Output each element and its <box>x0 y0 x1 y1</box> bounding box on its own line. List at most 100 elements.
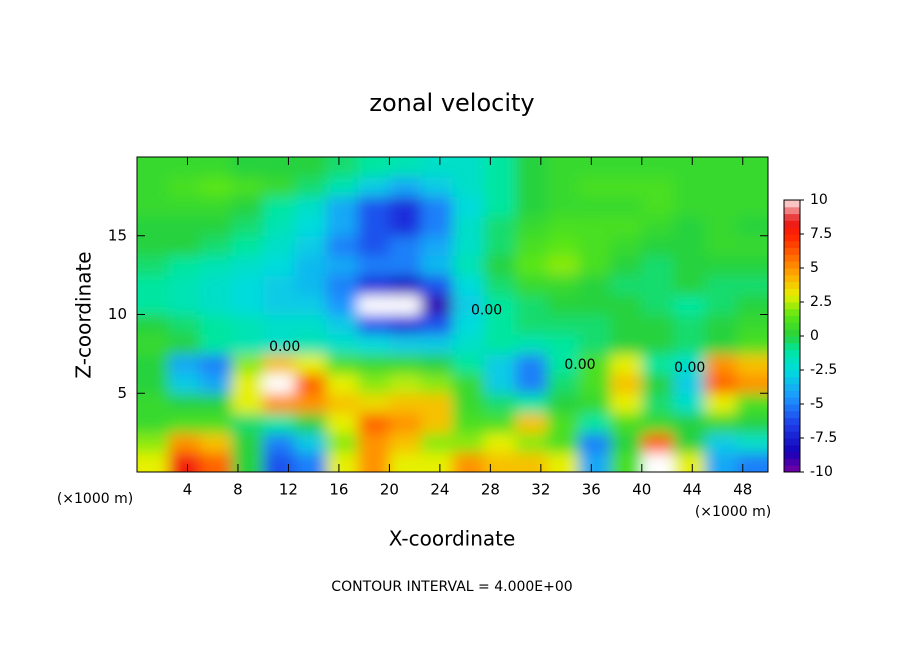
x-tick-label: 28 <box>481 481 500 499</box>
field-cell <box>420 216 453 237</box>
field-cell <box>326 294 359 315</box>
field-cell <box>484 393 517 414</box>
field-cell <box>263 432 296 453</box>
field-cell <box>420 432 453 453</box>
field-cell <box>610 314 643 335</box>
field-cell <box>641 176 674 197</box>
field-cell <box>641 255 674 276</box>
field-cell <box>704 373 737 394</box>
field-cell <box>389 294 422 315</box>
x-unit-label: (×1000 m) <box>57 491 133 507</box>
field-cell <box>578 294 611 315</box>
field-cell <box>578 196 611 217</box>
field-cell <box>547 275 580 296</box>
field-cell <box>704 235 737 256</box>
colorbar-swatch <box>784 329 800 337</box>
field-cell <box>736 176 768 197</box>
field-cell <box>357 373 390 394</box>
field-cell <box>736 235 768 256</box>
colorbar-swatch <box>784 404 800 412</box>
colorbar-swatch <box>784 254 800 262</box>
field-cell <box>704 452 737 472</box>
field-cell <box>231 373 264 394</box>
field-cell <box>673 294 706 315</box>
colorbar-swatch <box>784 444 800 453</box>
field-cell <box>704 176 737 197</box>
field-cell <box>704 334 737 355</box>
field-cell <box>231 275 264 296</box>
field-cell <box>484 176 517 197</box>
field-cell <box>137 235 170 256</box>
field-cell <box>357 412 390 434</box>
colorbar-tick-label: -10 <box>810 464 833 480</box>
field-cell <box>168 275 201 296</box>
field-cell <box>263 216 296 237</box>
field-cell <box>389 334 422 355</box>
field-cell <box>673 412 706 434</box>
colorbar-tick-label: 10 <box>810 192 828 208</box>
colorbar-swatch <box>784 268 800 276</box>
field-cell <box>357 294 390 315</box>
field-cell <box>515 432 548 453</box>
field-cell <box>200 373 233 394</box>
field-cell <box>484 275 517 296</box>
field-cell <box>673 452 706 472</box>
field-cell <box>484 314 517 335</box>
field-cell <box>452 275 485 296</box>
field-cell <box>736 353 768 375</box>
colorbar-swatch <box>784 308 800 317</box>
field-cell <box>389 157 422 178</box>
field-cell <box>641 334 674 355</box>
field-cell <box>200 176 233 197</box>
field-cell <box>231 176 264 197</box>
field-cell <box>263 196 296 217</box>
field-cell <box>484 373 517 394</box>
field-cell <box>326 373 359 394</box>
x-unit-label: (×1000 m) <box>695 504 771 520</box>
colorbar-swatch <box>784 281 800 289</box>
field-cell <box>137 432 170 453</box>
field-cell <box>547 255 580 276</box>
field-cell <box>263 176 296 197</box>
field-cell <box>137 314 170 335</box>
field-cell <box>231 353 264 375</box>
field-cell <box>200 452 233 472</box>
field-cell <box>484 452 517 472</box>
field-cell <box>389 176 422 197</box>
field-cell <box>736 157 768 178</box>
field-cell <box>484 294 517 315</box>
field-cell <box>168 452 201 472</box>
footer-note: CONTOUR INTERVAL = 4.000E+00 <box>331 579 572 595</box>
field-cell <box>452 334 485 355</box>
field-cell <box>736 294 768 315</box>
field-cell <box>357 196 390 217</box>
field-cell <box>484 216 517 237</box>
field-cell <box>547 373 580 394</box>
field-cell <box>420 275 453 296</box>
colorbar-tick-label: -2.5 <box>810 362 837 378</box>
field-cell <box>200 393 233 414</box>
field-cell <box>515 353 548 375</box>
field-cell <box>610 412 643 434</box>
x-tick-label: 8 <box>233 481 243 499</box>
field-cell <box>137 452 170 472</box>
field-cell <box>200 275 233 296</box>
field-cell <box>263 353 296 375</box>
field-cell <box>389 373 422 394</box>
field-cell <box>357 334 390 355</box>
x-tick-label: 48 <box>733 481 752 499</box>
field-cell <box>389 235 422 256</box>
field-cell <box>200 196 233 217</box>
field-cell <box>357 176 390 197</box>
field-cell <box>231 255 264 276</box>
field-cell <box>389 452 422 472</box>
field-cell <box>578 216 611 237</box>
field-cell <box>168 314 201 335</box>
field-cell <box>420 314 453 335</box>
field-cell <box>736 412 768 434</box>
chart-title: zonal velocity <box>369 89 534 117</box>
field-cell <box>137 157 170 178</box>
colorbar-swatch <box>784 417 800 425</box>
colorbar-swatch <box>784 288 800 296</box>
field-cell <box>515 334 548 355</box>
